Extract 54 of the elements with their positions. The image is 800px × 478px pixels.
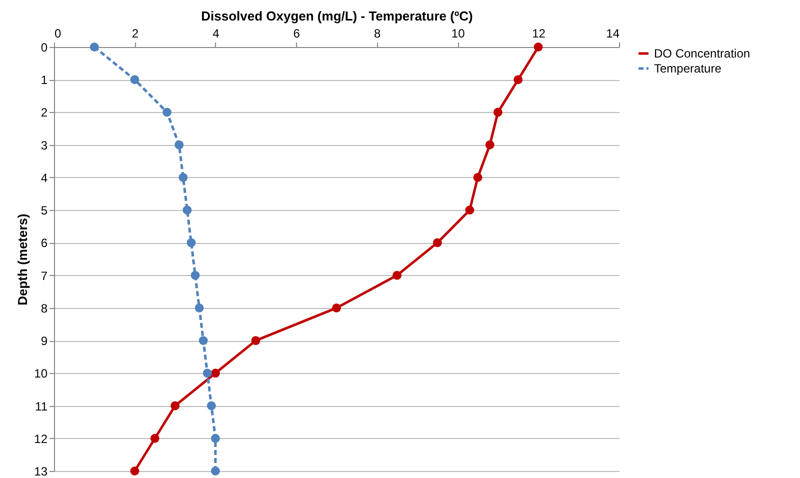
point <box>392 270 402 280</box>
point <box>251 336 260 345</box>
y-axis-title: Depth (meters) <box>15 214 30 306</box>
point <box>210 368 220 378</box>
point <box>473 173 482 182</box>
x-tick-label: 14 <box>606 26 620 40</box>
y-tick-label: 8 <box>40 301 48 316</box>
point <box>174 140 184 150</box>
y-tick-label: 4 <box>40 170 48 185</box>
point <box>162 108 172 117</box>
point <box>332 303 341 312</box>
point <box>150 434 160 443</box>
y-tick-label: 11 <box>35 399 48 414</box>
legend-label: DO Concentration <box>654 46 750 60</box>
point <box>170 401 180 410</box>
x-tick-label: 8 <box>374 26 382 40</box>
point <box>493 108 502 117</box>
y-tick-label: 13 <box>34 464 48 478</box>
point <box>186 238 196 248</box>
x-axis-title: Dissolved Oxygen (mg/L) - Temperature (ºC) <box>201 8 473 24</box>
x-tick-label: 10 <box>451 26 466 40</box>
point <box>465 206 474 215</box>
point <box>190 270 200 280</box>
point <box>194 303 204 312</box>
point <box>202 368 212 378</box>
y-tick-label: 12 <box>34 432 48 446</box>
point <box>485 140 494 150</box>
point <box>210 466 220 476</box>
y-tick-label: 6 <box>40 236 48 250</box>
y-tick-label: 1 <box>40 73 48 88</box>
point <box>182 206 192 215</box>
x-tick-label: 6 <box>293 26 300 40</box>
point <box>90 42 99 52</box>
y-tick-label: 2 <box>40 106 48 120</box>
x-tick-label: 2 <box>132 26 139 40</box>
y-tick-label: 9 <box>40 334 48 348</box>
y-tick-label: 0 <box>40 40 48 54</box>
point <box>130 75 140 84</box>
x-tick-label: 12 <box>532 26 546 40</box>
point <box>514 75 523 84</box>
point <box>534 42 543 52</box>
y-tick-label: 10 <box>34 366 48 381</box>
y-tick-label: 7 <box>40 268 48 283</box>
y-tick-label: 3 <box>40 138 48 152</box>
point <box>198 336 208 345</box>
x-tick-label: 0 <box>54 26 62 40</box>
point <box>432 238 442 248</box>
x-tick-label: 4 <box>212 26 220 40</box>
y-tick-label: 5 <box>40 204 48 218</box>
point <box>130 466 140 476</box>
point <box>206 401 216 410</box>
point <box>210 434 220 443</box>
point <box>178 173 188 182</box>
legend-label: Temperature <box>654 62 722 76</box>
